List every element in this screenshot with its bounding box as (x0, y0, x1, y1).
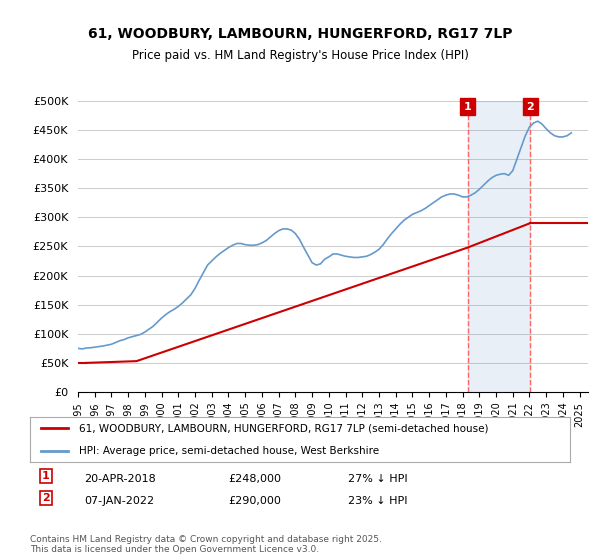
Text: 07-JAN-2022: 07-JAN-2022 (84, 496, 154, 506)
Bar (467, 101, 530, 392)
Text: Contains HM Land Registry data © Crown copyright and database right 2025.
This d: Contains HM Land Registry data © Crown c… (30, 535, 382, 554)
Text: 61, WOODBURY, LAMBOURN, HUNGERFORD, RG17 7LP: 61, WOODBURY, LAMBOURN, HUNGERFORD, RG17… (88, 27, 512, 41)
Text: 1: 1 (464, 101, 472, 111)
Text: £248,000: £248,000 (228, 474, 281, 484)
Text: 27% ↓ HPI: 27% ↓ HPI (348, 474, 407, 484)
Text: 2: 2 (42, 493, 50, 503)
Text: 20-APR-2018: 20-APR-2018 (84, 474, 156, 484)
Text: 1: 1 (42, 471, 50, 481)
Text: 23% ↓ HPI: 23% ↓ HPI (348, 496, 407, 506)
Text: 61, WOODBURY, LAMBOURN, HUNGERFORD, RG17 7LP (semi-detached house): 61, WOODBURY, LAMBOURN, HUNGERFORD, RG17… (79, 423, 488, 433)
Text: 2: 2 (526, 101, 534, 111)
Text: HPI: Average price, semi-detached house, West Berkshire: HPI: Average price, semi-detached house,… (79, 446, 379, 456)
Text: £290,000: £290,000 (228, 496, 281, 506)
Text: Price paid vs. HM Land Registry's House Price Index (HPI): Price paid vs. HM Land Registry's House … (131, 49, 469, 63)
